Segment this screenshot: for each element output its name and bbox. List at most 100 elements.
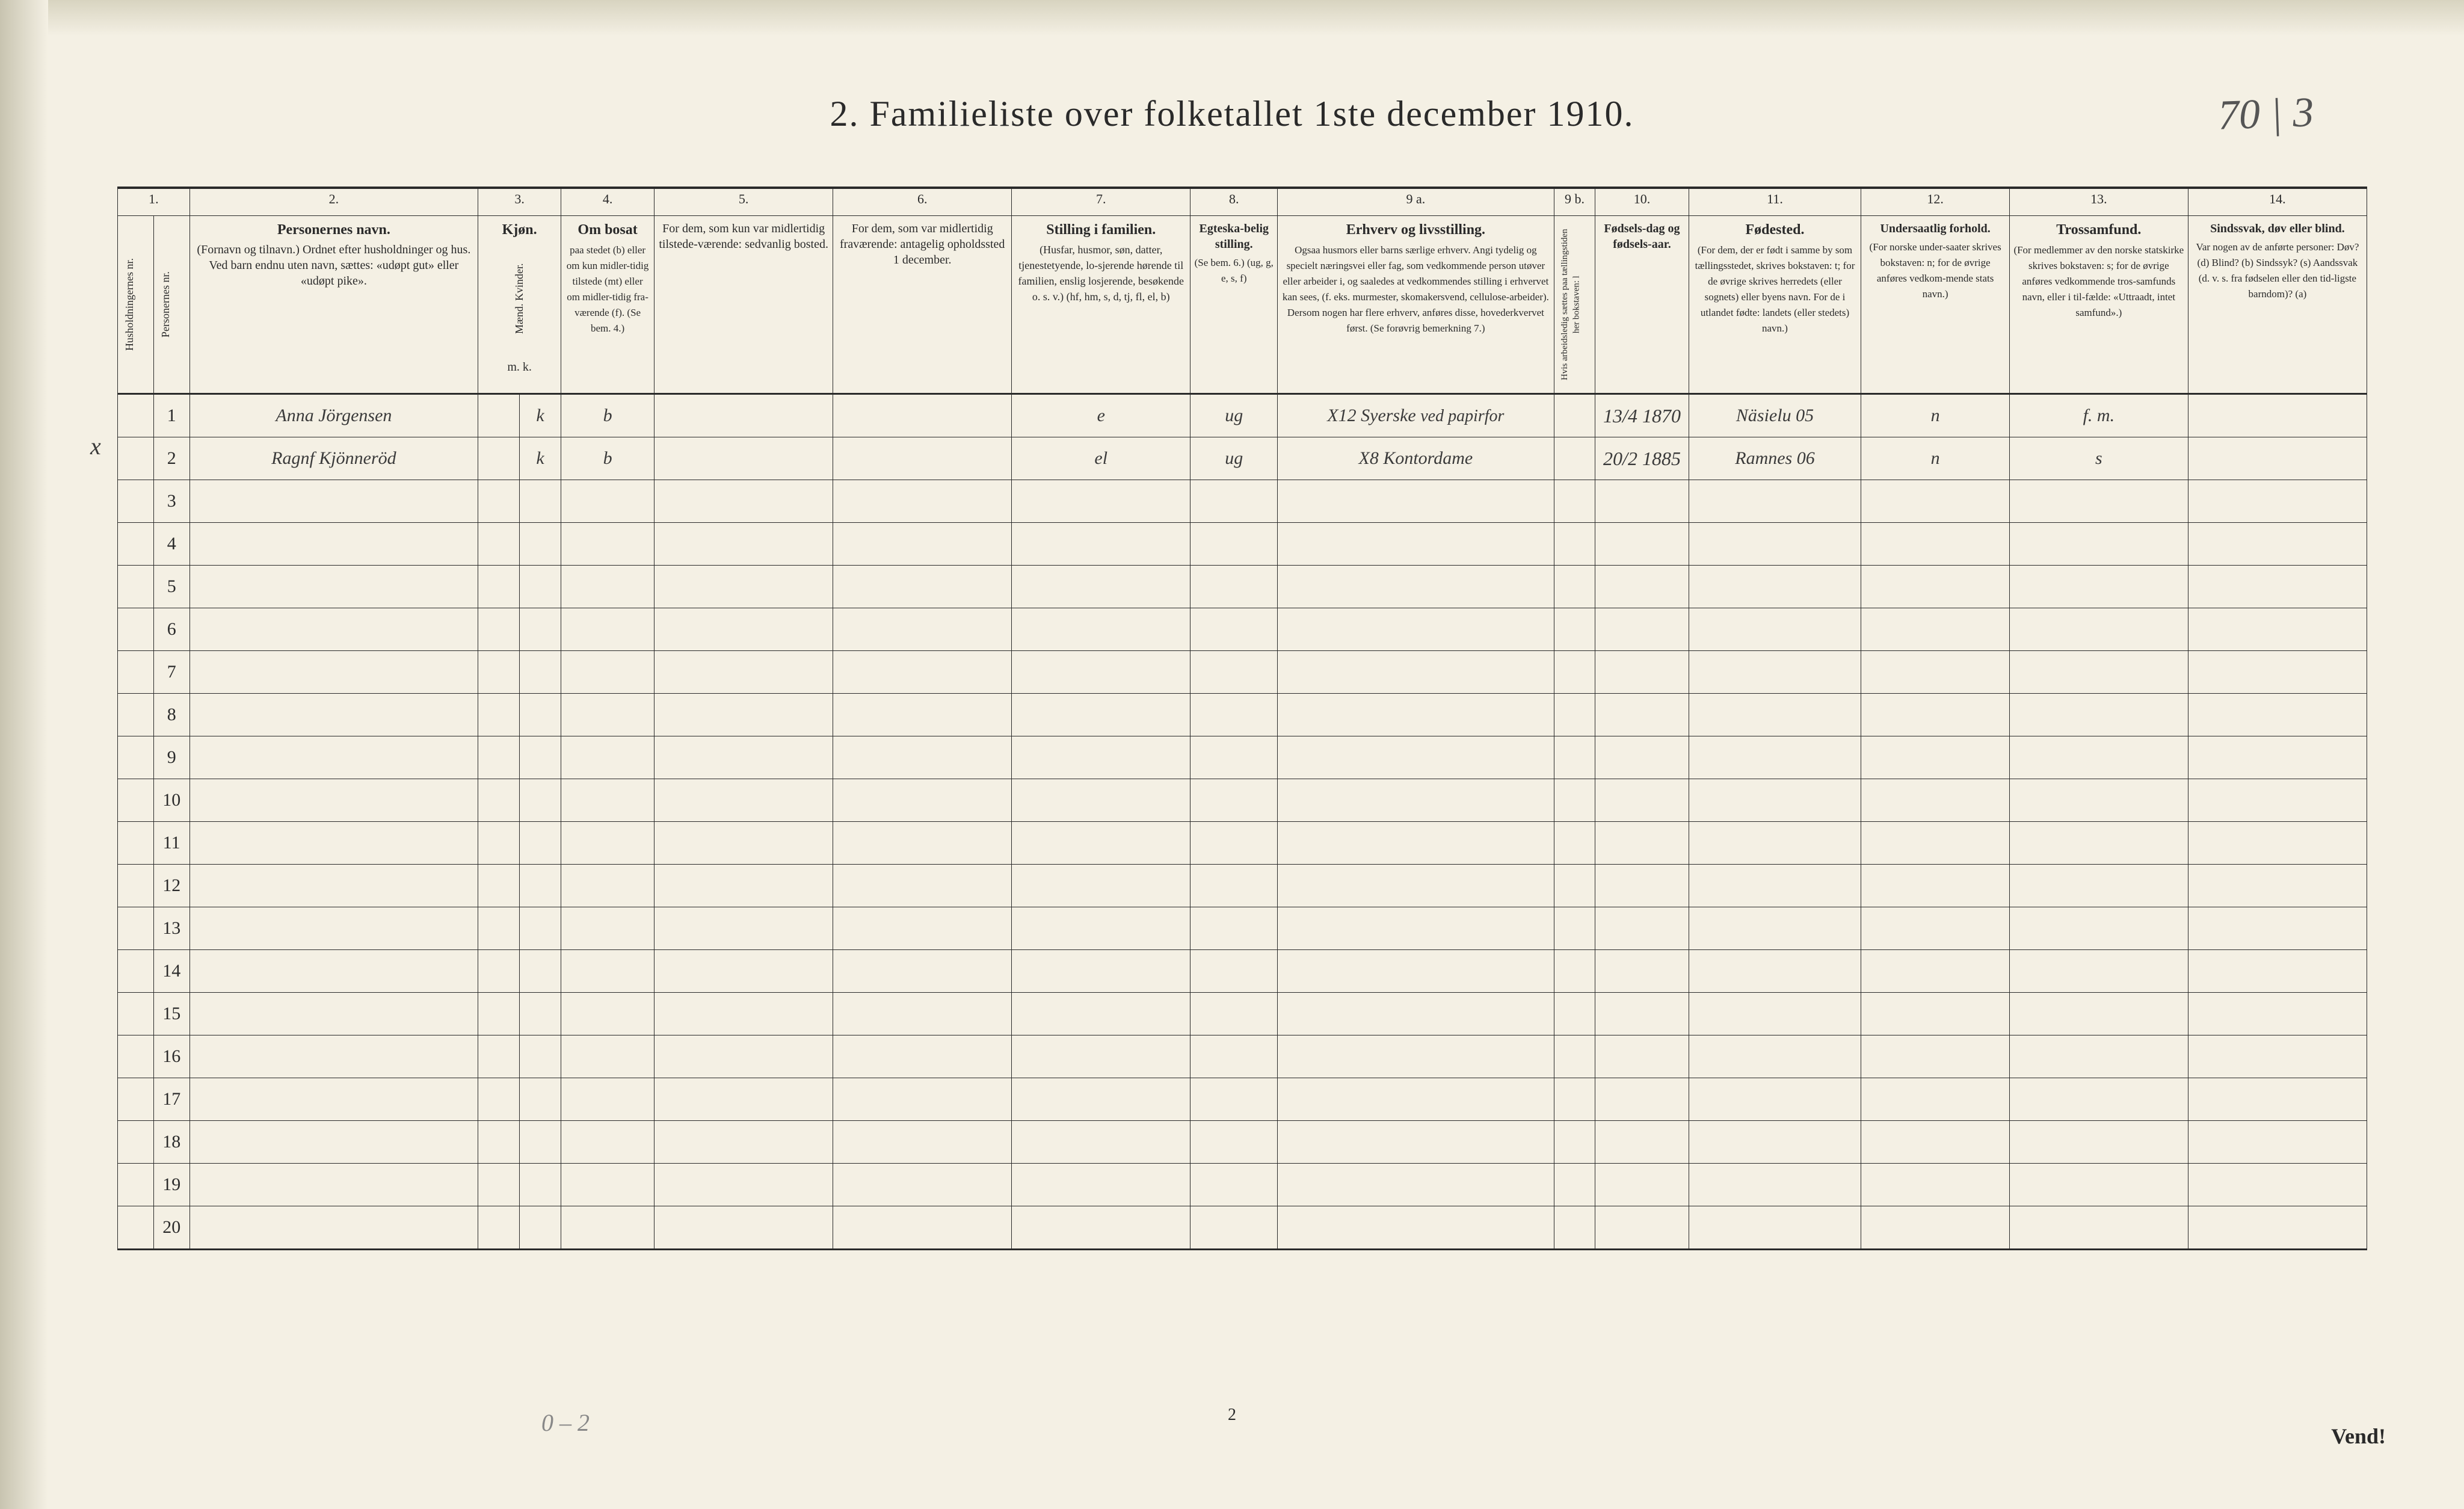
empty-cell bbox=[833, 907, 1012, 950]
empty-cell bbox=[1012, 1164, 1190, 1206]
table-row: 14 bbox=[118, 950, 2367, 993]
table-row: 8 bbox=[118, 694, 2367, 736]
table-row: 10 bbox=[118, 779, 2367, 822]
empty-cell bbox=[2009, 1121, 2188, 1164]
person-num: 2 bbox=[153, 437, 189, 480]
empty-cell bbox=[561, 1078, 654, 1121]
household-num bbox=[118, 950, 154, 993]
empty-cell bbox=[1595, 1035, 1689, 1078]
empty-cell bbox=[1278, 566, 1554, 608]
empty-cell bbox=[1190, 523, 1278, 566]
empty-cell bbox=[1012, 1121, 1190, 1164]
empty-cell bbox=[2009, 1206, 2188, 1250]
empty-cell bbox=[520, 993, 561, 1035]
header-c13-title: Trossamfund. bbox=[2013, 221, 2184, 239]
header-c5: For dem, som kun var midlertidig tilsted… bbox=[654, 216, 833, 394]
empty-cell bbox=[189, 651, 478, 694]
empty-cell bbox=[2188, 865, 2367, 907]
empty-cell bbox=[1554, 566, 1595, 608]
person-num: 10 bbox=[153, 779, 189, 822]
header-c12: Undersaatlig forhold. (For norske under-… bbox=[1861, 216, 2009, 394]
empty-cell bbox=[2009, 1078, 2188, 1121]
col-num: 2. bbox=[189, 188, 478, 216]
empty-cell bbox=[520, 1206, 561, 1250]
empty-cell bbox=[561, 865, 654, 907]
person-num: 3 bbox=[153, 480, 189, 523]
household-num bbox=[118, 1164, 154, 1206]
household-num bbox=[118, 437, 154, 480]
header-c4: Om bosat paa stedet (b) eller om kun mid… bbox=[561, 216, 654, 394]
empty-cell bbox=[2188, 566, 2367, 608]
empty-cell bbox=[2009, 865, 2188, 907]
empty-cell bbox=[833, 779, 1012, 822]
household-num bbox=[118, 480, 154, 523]
empty-cell bbox=[478, 523, 520, 566]
empty-cell bbox=[1689, 1164, 1861, 1206]
empty-cell bbox=[1689, 523, 1861, 566]
table-row: 2 Ragnf Kjönneröd k b el ug X8 Kontordam… bbox=[118, 437, 2367, 480]
empty-cell bbox=[654, 1121, 833, 1164]
empty-cell bbox=[1012, 694, 1190, 736]
empty-cell bbox=[654, 651, 833, 694]
empty-cell bbox=[833, 865, 1012, 907]
tros: s bbox=[2009, 437, 2188, 480]
empty-cell bbox=[189, 523, 478, 566]
empty-cell bbox=[833, 993, 1012, 1035]
empty-cell bbox=[1278, 1078, 1554, 1121]
empty-cell bbox=[1554, 993, 1595, 1035]
empty-cell bbox=[189, 779, 478, 822]
empty-cell bbox=[2188, 1035, 2367, 1078]
col-num: 14. bbox=[2188, 188, 2367, 216]
table-row: 7 bbox=[118, 651, 2367, 694]
empty-cell bbox=[1554, 736, 1595, 779]
empty-cell bbox=[561, 480, 654, 523]
empty-cell bbox=[2188, 651, 2367, 694]
empty-cell bbox=[1595, 1078, 1689, 1121]
empty-cell bbox=[561, 1206, 654, 1250]
empty-cell bbox=[1554, 480, 1595, 523]
empty-cell bbox=[1554, 1164, 1595, 1206]
empty-cell bbox=[2188, 907, 2367, 950]
empty-cell bbox=[1278, 694, 1554, 736]
empty-cell bbox=[1689, 1035, 1861, 1078]
empty-cell bbox=[561, 950, 654, 993]
person-num: 6 bbox=[153, 608, 189, 651]
header-c2-body: (Fornavn og tilnavn.) Ordnet efter husho… bbox=[197, 243, 470, 288]
empty-cell bbox=[2009, 651, 2188, 694]
col-num: 1. bbox=[118, 188, 190, 216]
empty-cell bbox=[520, 1078, 561, 1121]
empty-cell bbox=[1861, 907, 2009, 950]
household-num bbox=[118, 608, 154, 651]
header-c10-title: Fødsels-dag og fødsels-aar. bbox=[1599, 221, 1684, 252]
empty-cell bbox=[833, 1078, 1012, 1121]
empty-cell bbox=[1595, 608, 1689, 651]
empty-cell bbox=[833, 651, 1012, 694]
header-c12-title: Undersaatlig forhold. bbox=[1865, 221, 2005, 236]
table-row: 3 bbox=[118, 480, 2367, 523]
col-num: 9 a. bbox=[1278, 188, 1554, 216]
empty-cell bbox=[1595, 822, 1689, 865]
empty-cell bbox=[1595, 1206, 1689, 1250]
empty-cell bbox=[2188, 1121, 2367, 1164]
empty-cell bbox=[1012, 993, 1190, 1035]
empty-cell bbox=[1595, 566, 1689, 608]
empty-cell bbox=[1278, 865, 1554, 907]
empty-cell bbox=[1554, 1035, 1595, 1078]
empty-cell bbox=[1689, 1206, 1861, 1250]
empty-cell bbox=[1689, 950, 1861, 993]
empty-cell bbox=[833, 1206, 1012, 1250]
empty-rows: 34567891011121314151617181920 bbox=[118, 480, 2367, 1250]
column-number-row: 1. 2. 3. 4. 5. 6. 7. 8. 9 a. 9 b. 10. 11… bbox=[118, 188, 2367, 216]
col6 bbox=[833, 437, 1012, 480]
empty-cell bbox=[1190, 1078, 1278, 1121]
undersaat: n bbox=[1861, 394, 2009, 437]
empty-cell bbox=[520, 523, 561, 566]
empty-cell bbox=[1554, 651, 1595, 694]
table-row: 17 bbox=[118, 1078, 2367, 1121]
household-num bbox=[118, 1035, 154, 1078]
household-num bbox=[118, 822, 154, 865]
undersaat: n bbox=[1861, 437, 2009, 480]
table-row: 19 bbox=[118, 1164, 2367, 1206]
empty-cell bbox=[189, 608, 478, 651]
sex-k: k bbox=[520, 437, 561, 480]
